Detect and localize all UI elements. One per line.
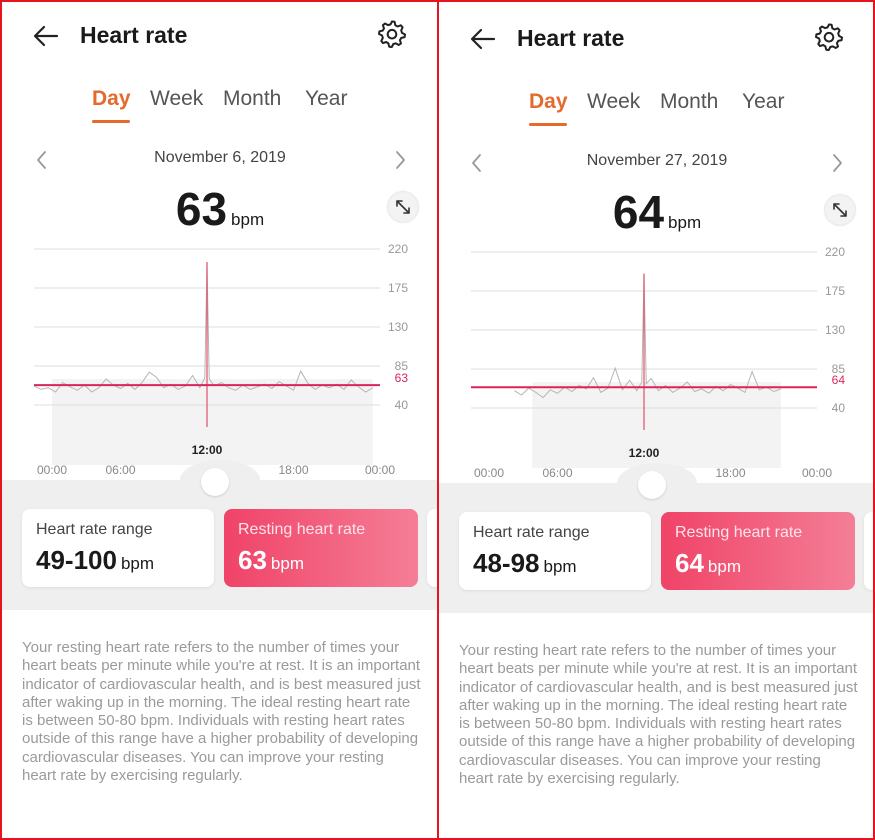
selected-time-label: 12:00 [629, 446, 660, 460]
back-arrow-icon[interactable] [467, 23, 499, 55]
resting-heart-rate-label: Resting heart rate [238, 521, 366, 538]
resting-rate-label: 63 [395, 371, 409, 385]
resting-heart-rate-card[interactable]: Resting heart rate 64 bpm [661, 512, 855, 590]
heart-rate-range-card[interactable]: Heart rate range 48-98 bpm [459, 512, 651, 590]
tab-day[interactable]: Day [92, 87, 131, 110]
gear-icon[interactable] [376, 18, 408, 50]
x-tick-label: 00:00 [37, 463, 67, 477]
y-tick-label: 40 [395, 398, 409, 412]
phone-screen-right: Heart rate Day Week Month Year November … [437, 0, 875, 840]
y-tick-label: 220 [825, 245, 845, 259]
tab-week[interactable]: Week [587, 90, 641, 113]
x-tick-label: 06:00 [542, 466, 572, 480]
resting-heart-rate-value-row: 64 bpm [675, 548, 741, 579]
period-tabs: Day Week Month Year [2, 87, 437, 127]
back-arrow-icon[interactable] [30, 20, 62, 52]
heart-rate-range-unit: bpm [543, 557, 577, 576]
selected-time-label: 12:00 [192, 443, 223, 457]
heart-rate-chart[interactable]: 220 175 130 85 40 64 12:00 00:00 06:00 18:00 00:00 [439, 240, 873, 495]
next-card-peek[interactable] [864, 512, 873, 590]
resting-heart-rate-value-row: 63 bpm [238, 545, 304, 576]
current-heart-rate-unit: bpm [231, 210, 265, 229]
y-tick-label: 40 [832, 401, 846, 415]
heart-rate-range-label: Heart rate range [36, 521, 153, 538]
chevron-right-icon[interactable] [827, 152, 847, 174]
chart-wear-band [52, 379, 373, 465]
chevron-left-icon[interactable] [467, 152, 487, 174]
tab-month[interactable]: Month [223, 87, 282, 110]
expand-icon[interactable] [388, 192, 418, 222]
current-heart-rate-unit: bpm [668, 213, 702, 232]
time-slider-handle[interactable] [201, 468, 229, 496]
resting-heart-rate-value: 63 [238, 545, 267, 575]
chevron-left-icon[interactable] [32, 149, 52, 171]
date-navigator: November 6, 2019 [2, 147, 437, 173]
resting-heart-rate-value: 64 [675, 548, 704, 578]
heart-rate-series-line [514, 273, 782, 399]
heart-rate-range-value-row: 48-98 bpm [473, 548, 577, 579]
heart-rate-range-label: Heart rate range [473, 524, 590, 541]
x-tick-label: 18:00 [715, 466, 745, 480]
tab-active-indicator [529, 123, 567, 126]
page-title: Heart rate [517, 25, 625, 51]
resting-heart-rate-description: Your resting heart rate refers to the nu… [22, 639, 421, 785]
tab-year[interactable]: Year [305, 87, 348, 110]
gear-icon[interactable] [813, 21, 845, 53]
y-tick-label: 220 [388, 242, 408, 256]
heart-rate-range-card[interactable]: Heart rate range 49-100 bpm [22, 509, 214, 587]
selected-date: November 6, 2019 [154, 149, 286, 166]
date-navigator: November 27, 2019 [439, 150, 873, 176]
period-tabs: Day Week Month Year [439, 90, 873, 130]
y-tick-label: 130 [388, 320, 408, 334]
tab-active-indicator [92, 120, 130, 123]
heart-rate-series-line [33, 261, 374, 393]
tab-week[interactable]: Week [150, 87, 204, 110]
tab-day[interactable]: Day [529, 90, 568, 113]
x-tick-label: 00:00 [474, 466, 504, 480]
tab-year[interactable]: Year [742, 90, 785, 113]
next-card-peek[interactable] [427, 509, 437, 587]
resting-heart-rate-card[interactable]: Resting heart rate 63 bpm [224, 509, 418, 587]
resting-heart-rate-description: Your resting heart rate refers to the nu… [459, 642, 858, 788]
heart-rate-chart-svg: 220 175 130 85 40 63 12:00 00:00 06:00 18:00 00:00 [33, 242, 409, 477]
page-title: Heart rate [80, 22, 188, 48]
y-tick-label: 175 [388, 281, 408, 295]
app-header: Heart rate [2, 2, 437, 72]
current-heart-rate: 63 bpm [2, 182, 437, 236]
heart-rate-chart[interactable]: 220 175 130 85 40 63 12:00 00:00 06:00 18:00 00:00 [2, 237, 437, 492]
heart-rate-range-value: 49-100 [36, 545, 117, 575]
resting-heart-rate-label: Resting heart rate [675, 524, 803, 541]
x-tick-label: 00:00 [802, 466, 832, 480]
chart-wear-band [532, 382, 781, 468]
heart-rate-chart-svg: 220 175 130 85 40 64 12:00 00:00 06:00 18:00 00:00 [471, 245, 846, 480]
app-header: Heart rate [439, 5, 873, 75]
x-tick-label: 00:00 [365, 463, 395, 477]
chevron-right-icon[interactable] [390, 149, 410, 171]
current-heart-rate-value: 64 [612, 186, 665, 238]
y-tick-label: 85 [395, 359, 409, 373]
current-heart-rate: 64 bpm [439, 185, 873, 239]
phone-screen-left: Heart rate Day Week Month Year November … [0, 0, 439, 840]
current-heart-rate-value: 63 [175, 183, 228, 235]
heart-rate-range-value-row: 49-100 bpm [36, 545, 154, 576]
x-tick-label: 18:00 [278, 463, 308, 477]
x-tick-label: 06:00 [105, 463, 135, 477]
y-tick-label: 85 [832, 362, 846, 376]
resting-rate-label: 64 [832, 373, 846, 387]
y-tick-label: 130 [825, 323, 845, 337]
resting-heart-rate-unit: bpm [707, 557, 741, 576]
time-slider-handle[interactable] [638, 471, 666, 499]
heart-rate-range-value: 48-98 [473, 548, 540, 578]
y-tick-label: 175 [825, 284, 845, 298]
resting-heart-rate-unit: bpm [270, 554, 304, 573]
tab-month[interactable]: Month [660, 90, 719, 113]
selected-date: November 27, 2019 [586, 152, 728, 169]
heart-rate-range-unit: bpm [120, 554, 155, 573]
expand-icon[interactable] [825, 195, 855, 225]
